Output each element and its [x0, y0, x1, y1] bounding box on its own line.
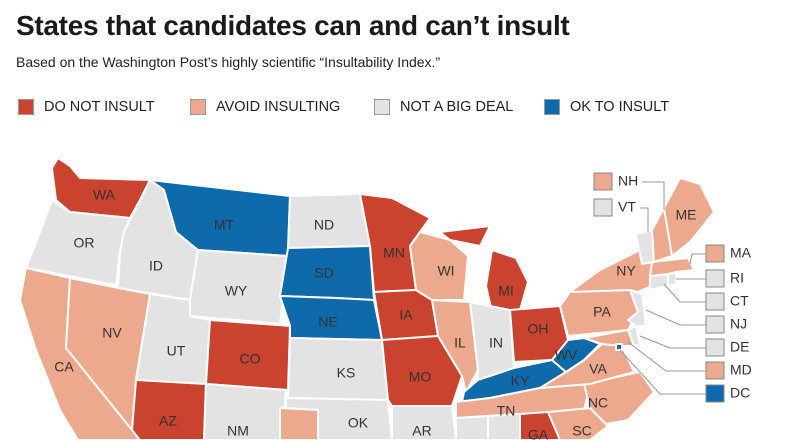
label-CO: CO — [240, 351, 261, 367]
state-AR — [391, 405, 457, 440]
callout-label-DE: DE — [730, 339, 749, 355]
label-TN: TN — [497, 403, 516, 419]
label-IL: IL — [454, 335, 466, 351]
label-OH: OH — [528, 321, 549, 337]
label-OK: OK — [348, 415, 369, 431]
legend-swatch-avoid-insulting — [190, 99, 206, 115]
label-OR: OR — [74, 235, 95, 251]
legend-swatch-not-a-big-deal — [374, 99, 390, 115]
legend-swatch-do-not-insult — [18, 99, 34, 115]
leader-NJ — [645, 309, 706, 326]
label-WI: WI — [437, 263, 454, 279]
label-ID: ID — [149, 258, 163, 274]
label-ME: ME — [676, 207, 697, 223]
state-AL — [487, 413, 521, 440]
label-MT: MT — [214, 217, 235, 233]
chart-subtitle: Based on the Washington Post’s highly sc… — [16, 54, 441, 70]
state-MA — [649, 257, 695, 277]
legend-label-not-a-big-deal: NOT A BIG DEAL — [400, 99, 514, 115]
swatch-MA — [705, 244, 725, 263]
legend-item-ok-to-insult: OK TO INSULT — [544, 96, 669, 118]
leader-DC — [619, 349, 706, 395]
leader-DE — [639, 335, 706, 349]
label-GA: GA — [528, 427, 549, 440]
legend-swatch-ok-to-insult — [544, 99, 560, 115]
label-NC: NC — [588, 395, 608, 411]
state-DE — [627, 325, 641, 347]
label-AR: AR — [412, 423, 431, 439]
state-NJ — [627, 289, 647, 327]
swatch-RI — [705, 269, 725, 288]
label-AZ: AZ — [159, 413, 177, 429]
state-labels: WA OR CA ID NV MT WY UT AZ CO NM ND SD N… — [54, 187, 696, 440]
state-NM — [203, 383, 287, 440]
swatch-DC — [705, 384, 725, 403]
legend-label-avoid-insulting: AVOID INSULTING — [216, 99, 341, 115]
state-MS — [455, 415, 489, 440]
leader-MA — [689, 253, 706, 265]
us-map: WA OR CA ID NV MT WY UT AZ CO NM ND SD N… — [19, 157, 752, 440]
label-UT: UT — [167, 343, 186, 359]
callout-label-VT: VT — [618, 199, 636, 215]
legend-label-ok-to-insult: OK TO INSULT — [570, 99, 670, 115]
label-NM: NM — [227, 423, 249, 439]
swatch-DE — [705, 338, 725, 357]
callout-label-MD: MD — [730, 362, 752, 378]
label-IN: IN — [489, 335, 503, 351]
leader-MD — [627, 341, 706, 372]
state-AZ — [131, 379, 207, 440]
state-SC — [547, 407, 609, 440]
label-NE: NE — [318, 314, 337, 330]
state-WY — [189, 249, 289, 325]
swatch-VT — [593, 198, 613, 217]
leader-CT — [663, 283, 706, 303]
callout-label-DC: DC — [730, 385, 750, 401]
callout-label-NJ: NJ — [730, 316, 747, 332]
legend-label-do-not-insult: DO NOT INSULT — [44, 99, 155, 115]
label-KY: KY — [511, 373, 530, 389]
label-MN: MN — [383, 245, 405, 261]
state-TX — [279, 407, 319, 440]
swatch-CT — [705, 292, 725, 311]
callout-label-MA: MA — [730, 245, 752, 261]
label-WV: WV — [555, 347, 578, 363]
legend-item-avoid-insulting: AVOID INSULTING — [190, 96, 340, 118]
leader-VT — [640, 207, 649, 232]
label-KS: KS — [337, 365, 356, 381]
state-WI — [409, 231, 469, 301]
state-DC — [615, 343, 623, 351]
label-NV: NV — [102, 325, 122, 341]
label-PA: PA — [593, 304, 611, 320]
state-MD — [583, 329, 635, 347]
callout-label-CT: CT — [730, 293, 749, 309]
legend-item-do-not-insult: DO NOT INSULT — [18, 96, 155, 118]
leader-NH — [642, 181, 665, 210]
small-state-callouts-top: NH VT — [593, 172, 665, 232]
label-SC: SC — [572, 423, 591, 439]
swatch-NJ — [705, 315, 725, 334]
chart-title: States that candidates can and can’t ins… — [16, 10, 570, 41]
label-ND: ND — [314, 217, 334, 233]
label-NY: NY — [616, 263, 636, 279]
label-IA: IA — [399, 307, 413, 323]
small-state-callouts-right: MA RI CT NJ DE MD DC — [619, 244, 752, 403]
callout-label-NH: NH — [618, 173, 638, 189]
label-CA: CA — [54, 359, 74, 375]
legend: DO NOT INSULT AVOID INSULTING NOT A BIG … — [18, 96, 718, 118]
label-SD: SD — [314, 265, 333, 281]
label-MO: MO — [409, 369, 432, 385]
label-WY: WY — [225, 283, 248, 299]
label-WA: WA — [93, 187, 116, 203]
callout-label-RI: RI — [730, 270, 744, 286]
label-MI: MI — [498, 283, 514, 299]
swatch-MD — [705, 361, 725, 380]
state-ME — [663, 177, 715, 257]
label-VA: VA — [589, 361, 607, 377]
swatch-NH — [593, 172, 613, 191]
legend-item-not-a-big-deal: NOT A BIG DEAL — [374, 96, 513, 118]
